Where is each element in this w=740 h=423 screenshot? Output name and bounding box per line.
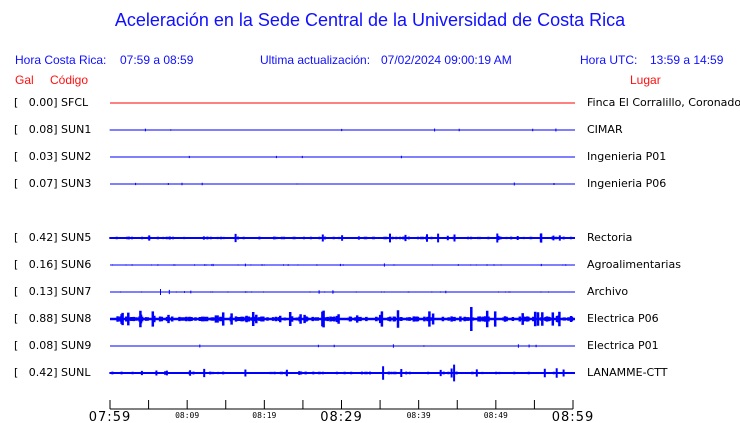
station-place: Electrica P06 (587, 312, 659, 325)
station-label: [ 0.00] SFCL (14, 96, 89, 109)
station-place: CIMAR (587, 123, 623, 136)
axis-tick-label: 08:39 (407, 411, 431, 420)
update-label: Ultima actualización: (260, 53, 371, 67)
station-trace (110, 155, 575, 159)
station-label: [ 0.08] SUN1 (14, 123, 92, 136)
cr-time-label: Hora Costa Rica: (15, 53, 107, 67)
axis-tick-label: 08:49 (484, 411, 508, 420)
cr-time-range: 07:59 a 08:59 (120, 53, 194, 67)
station-place: Electrica P01 (587, 339, 659, 352)
station-label: [ 0.42] SUN5 (14, 231, 92, 244)
station-place: Archivo (587, 285, 629, 298)
axis-tick-label: 08:29 (320, 410, 362, 423)
station-place: Ingenieria P06 (587, 177, 667, 190)
station-label: [ 0.42] SUNL (14, 366, 91, 379)
place-column-header: Lugar (630, 73, 661, 87)
station-place: LANAMME-CTT (587, 366, 668, 379)
station-trace (110, 289, 575, 295)
station-trace (109, 364, 575, 382)
station-label: [ 0.88] SUN8 (14, 312, 92, 325)
axis-tick-label: 08:09 (175, 411, 199, 420)
gal-column-header: Gal (15, 73, 34, 87)
station-trace (109, 128, 575, 132)
station-place: Ingenieria P01 (587, 150, 667, 163)
station-label: [ 0.16] SUN6 (14, 258, 92, 271)
station-trace (109, 233, 575, 243)
station-label: [ 0.03] SUN2 (14, 150, 92, 163)
station-label: [ 0.07] SUN3 (14, 177, 92, 190)
station-place: Rectoria (587, 231, 633, 244)
station-trace (110, 182, 575, 186)
station-trace (110, 344, 575, 348)
utc-time-label: Hora UTC: (580, 53, 638, 67)
update-value: 07/02/2024 09:00:19 AM (381, 53, 512, 67)
axis-tick-label: 08:59 (552, 410, 594, 423)
code-column-header: Código (50, 73, 89, 87)
axis-tick-label: 07:59 (89, 410, 131, 423)
station-label: [ 0.13] SUN7 (14, 285, 92, 298)
axis-tick-label: 08:19 (252, 411, 276, 420)
utc-time-range: 13:59 a 14:59 (650, 53, 724, 67)
station-place: Agroalimentarias (587, 258, 681, 271)
station-trace (110, 307, 575, 331)
page-title: Aceleración en la Sede Central de la Uni… (114, 10, 626, 30)
station-place: Finca El Corralillo, Coronado (587, 96, 740, 109)
station-label: [ 0.08] SUN9 (14, 339, 92, 352)
station-trace (110, 263, 575, 267)
